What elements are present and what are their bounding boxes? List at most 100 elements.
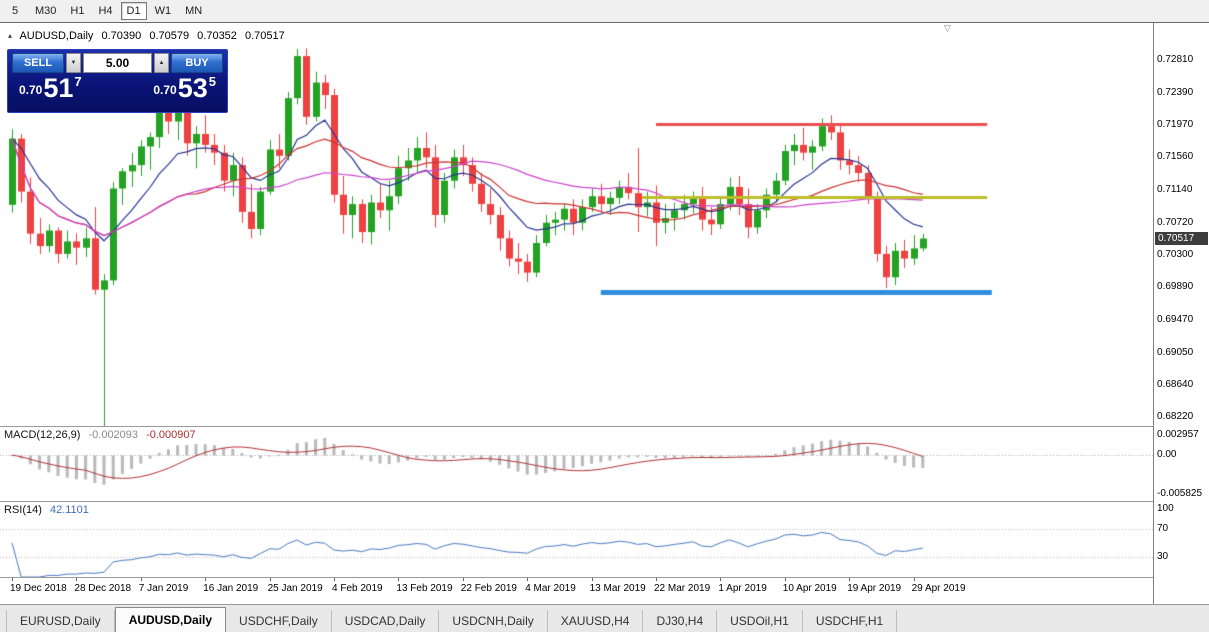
price-axis-label: 0.68640 bbox=[1157, 378, 1194, 390]
chart-tabbar: EURUSD,Daily AUDUSD,Daily USDCHF,Daily USDC… bbox=[0, 604, 1209, 632]
buy-price-pips: 53 bbox=[177, 73, 208, 103]
date-axis[interactable]: 19 Dec 2018 28 Dec 2018 7 Jan 2019 16 Jan 2… bbox=[0, 578, 1153, 604]
tab-USDCHF-H1[interactable]: USDCHF,H1 bbox=[803, 610, 898, 632]
tab-USDOil-H1[interactable]: USDOil,H1 bbox=[717, 610, 803, 632]
price-axis-label: 0.71560 bbox=[1157, 151, 1194, 163]
trade-prices-row: 0.70 51 7 0.70 53 5 bbox=[12, 73, 223, 103]
date-axis-label: 28 Dec 2018 bbox=[74, 583, 132, 594]
rsi-pane: RSI(14) 42.1101 bbox=[0, 502, 1153, 577]
date-axis-label: 25 Jan 2019 bbox=[267, 583, 323, 594]
macd-signal-value: -0.000907 bbox=[146, 429, 196, 441]
macd-name: MACD(12,26,9) bbox=[4, 429, 81, 441]
date-tick bbox=[205, 578, 207, 581]
date-tick bbox=[849, 578, 851, 581]
price-pane: ▽ ▴ AUDUSD,Daily 0.70390 0.70579 0.70352… bbox=[0, 23, 1153, 426]
price-axis-label: 0.70720 bbox=[1157, 216, 1194, 228]
volume-increase-button[interactable]: ▲ bbox=[154, 53, 169, 73]
sell-price-point: 7 bbox=[74, 74, 82, 89]
date-axis-label: 13 Feb 2019 bbox=[396, 583, 453, 594]
ohlc-low: 0.70352 bbox=[197, 30, 237, 42]
chart-region: ▽ ▴ AUDUSD,Daily 0.70390 0.70579 0.70352… bbox=[0, 23, 1209, 604]
timeframe-button-D1[interactable]: D1 bbox=[120, 2, 147, 20]
chart-title: ▴ AUDUSD,Daily 0.70390 0.70579 0.70352 0… bbox=[8, 30, 290, 42]
price-axis-label: 0.69470 bbox=[1157, 314, 1194, 326]
ohlc-high: 0.70579 bbox=[149, 30, 190, 42]
timeframe-button-W1[interactable]: W1 bbox=[149, 2, 178, 20]
price-axis-label: 0.70300 bbox=[1157, 249, 1194, 261]
sell-price-prefix: 0.70 bbox=[19, 83, 43, 97]
date-axis-label: 4 Mar 2019 bbox=[525, 583, 576, 594]
rsi-axis-label: 100 bbox=[1157, 502, 1174, 514]
price-axis-label: 0.71140 bbox=[1157, 184, 1193, 196]
date-tick bbox=[398, 578, 400, 581]
rsi-name: RSI(14) bbox=[4, 504, 42, 516]
macd-label: MACD(12,26,9) -0.002093 -0.000907 bbox=[4, 429, 201, 441]
pane-separator bbox=[0, 577, 1209, 578]
date-axis-label: 13 Mar 2019 bbox=[589, 583, 646, 594]
date-axis-label: 7 Jan 2019 bbox=[138, 583, 189, 594]
date-tick bbox=[784, 578, 786, 581]
timeframe-button-H1[interactable]: H1 bbox=[64, 2, 90, 20]
volume-input[interactable]: 5.00 bbox=[83, 53, 152, 73]
tab-DJ30-H4[interactable]: DJ30,H4 bbox=[643, 610, 718, 632]
date-axis-label: 19 Apr 2019 bbox=[847, 583, 902, 594]
timeframe-button-MN[interactable]: MN bbox=[179, 2, 208, 20]
pane-separator bbox=[0, 501, 1209, 502]
buy-price-prefix: 0.70 bbox=[153, 83, 177, 97]
buy-price-point: 5 bbox=[208, 74, 216, 89]
price-axis-label: 0.68220 bbox=[1157, 411, 1194, 423]
date-tick bbox=[462, 578, 464, 581]
date-tick bbox=[656, 578, 657, 581]
macd-pane: MACD(12,26,9) -0.002093 -0.000907 bbox=[0, 427, 1153, 501]
macd-canvas[interactable] bbox=[0, 427, 1153, 501]
date-axis-label: 19 Dec 2018 bbox=[10, 583, 67, 594]
tab-XAUUSD-H4[interactable]: XAUUSD,H4 bbox=[548, 610, 644, 632]
price-axis-label: 0.72810 bbox=[1157, 53, 1194, 65]
rsi-canvas[interactable] bbox=[0, 502, 1153, 577]
tab-AUDUSD-Daily[interactable]: AUDUSD,Daily bbox=[114, 607, 227, 632]
date-axis-label: 4 Feb 2019 bbox=[332, 583, 383, 594]
timeframe-toolbar: 5 M30 H1 H4 D1 W1 MN bbox=[0, 0, 1209, 23]
tab-USDCNH-Daily[interactable]: USDCNH,Daily bbox=[439, 610, 548, 632]
macd-main-value: -0.002093 bbox=[88, 429, 139, 441]
date-tick bbox=[76, 578, 78, 581]
ohlc-close: 0.70517 bbox=[244, 30, 285, 42]
date-axis-label: 1 Apr 2019 bbox=[718, 583, 767, 594]
price-axis[interactable]: 0.70517 0.72810 0.72390 0.71970 0.71560 0.71… bbox=[1153, 23, 1209, 604]
tab-USDCAD-Daily[interactable]: USDCAD,Daily bbox=[332, 610, 440, 632]
chart-symbol-label: AUDUSD,Daily bbox=[19, 30, 94, 42]
sell-button[interactable]: SELL bbox=[12, 53, 64, 73]
volume-decrease-button[interactable]: ▼ bbox=[66, 53, 81, 73]
rsi-axis-label: 30 bbox=[1157, 550, 1169, 562]
rsi-value: 42.1101 bbox=[49, 504, 89, 516]
price-axis-label: 0.69890 bbox=[1157, 281, 1194, 293]
rsi-label: RSI(14) 42.1101 bbox=[4, 504, 94, 516]
date-tick bbox=[591, 578, 593, 581]
price-axis-label: 0.72390 bbox=[1157, 86, 1194, 98]
price-axis-label: 0.69050 bbox=[1157, 346, 1194, 358]
date-axis-label: 22 Feb 2019 bbox=[460, 583, 517, 594]
current-price-badge: 0.70517 bbox=[1155, 232, 1208, 246]
date-axis-label: 10 Apr 2019 bbox=[782, 583, 837, 594]
timeframe-button-M30[interactable]: M30 bbox=[29, 2, 62, 20]
tab-USDCHF-Daily[interactable]: USDCHF,Daily bbox=[226, 610, 332, 632]
date-tick bbox=[334, 578, 335, 581]
rsi-axis-label: 70 bbox=[1157, 523, 1169, 535]
date-tick bbox=[720, 578, 722, 581]
timeframe-button-5[interactable]: 5 bbox=[3, 2, 27, 20]
macd-axis-label: -0.005825 bbox=[1157, 487, 1203, 499]
pane-separator bbox=[0, 426, 1209, 427]
chart-shift-marker-icon: ▽ bbox=[944, 23, 951, 33]
one-click-trading-panel: SELL ▼ 5.00 ▲ BUY 0.70 51 7 0.70 53 5 bbox=[7, 49, 228, 113]
tab-EURUSD-Daily[interactable]: EURUSD,Daily bbox=[6, 610, 115, 632]
sell-price: 0.70 51 7 bbox=[19, 74, 82, 102]
date-tick bbox=[913, 578, 915, 581]
symbol-marker-icon: ▴ bbox=[8, 31, 13, 40]
timeframe-button-H4[interactable]: H4 bbox=[92, 2, 118, 20]
date-axis-label: 29 Apr 2019 bbox=[911, 583, 966, 594]
date-axis-label: 22 Mar 2019 bbox=[654, 583, 711, 594]
date-tick bbox=[527, 578, 529, 581]
buy-button[interactable]: BUY bbox=[171, 53, 223, 73]
macd-axis-label: 0.00 bbox=[1157, 449, 1177, 460]
